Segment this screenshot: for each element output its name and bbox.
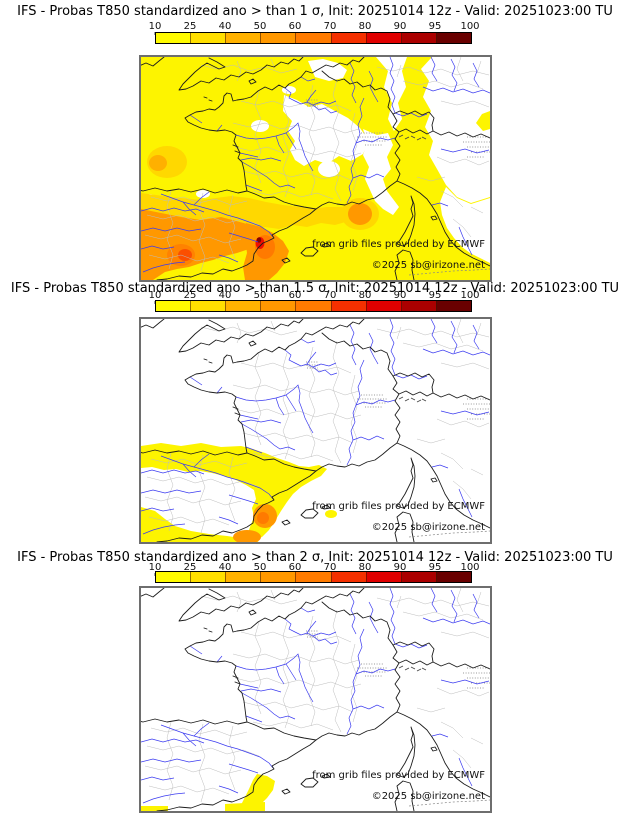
colorbar-segment: [295, 572, 331, 582]
colorbar-segment: [400, 33, 436, 43]
colorbar-tick-label: 10: [148, 21, 162, 35]
colorbar-segment: [225, 572, 261, 582]
colorbar-tick-label: 25: [183, 21, 197, 35]
credit-copyright: ©2025 sb@irizone.net: [371, 260, 485, 271]
colorbar-segment: [190, 572, 226, 582]
colorbar-segment: [435, 33, 471, 43]
map-svg: [141, 588, 490, 811]
map-svg: [141, 319, 490, 542]
colorbar-segment: [156, 301, 191, 311]
colorbar-ticks: 10 25 40 50 60 70 80 90 95 100: [149, 562, 480, 576]
colorbar-tick-label: 50: [253, 21, 267, 35]
colorbar-segment: [295, 301, 331, 311]
colorbar-segment: [260, 33, 296, 43]
forecast-map-sigma-1-5: from grib files provided by ECMWF ©2025 …: [139, 317, 492, 544]
colorbar-segment: [190, 301, 226, 311]
map-svg: [141, 57, 490, 280]
colorbar-segment: [260, 572, 296, 582]
colorbar-ticks: 10 25 40 50 60 70 80 90 95 100: [149, 290, 480, 304]
colorbar-segment: [435, 572, 471, 582]
colorbar-tick-label: 80: [358, 21, 372, 35]
panel-sigma-1: IFS - Probas T850 standardized ano > tha…: [0, 0, 630, 282]
colorbar-segment: [156, 572, 191, 582]
colorbar-tick-label: 95: [428, 21, 442, 35]
colorbar-tick-label: 70: [323, 21, 337, 35]
credit-copyright: ©2025 sb@irizone.net: [371, 522, 485, 533]
colorbar-segment: [365, 33, 401, 43]
colorbar-segment: [156, 33, 191, 43]
colorbar-segment: [365, 572, 401, 582]
colorbar-tick-label: 90: [393, 21, 407, 35]
colorbar-segment: [435, 301, 471, 311]
colorbar-segment: [330, 572, 366, 582]
colorbar-segment: [260, 301, 296, 311]
probability-shading: [141, 57, 490, 280]
colorbar-segment: [400, 572, 436, 582]
colorbar-tick-label: 40: [218, 21, 232, 35]
forecast-map-sigma-2: from grib files provided by ECMWF ©2025 …: [139, 586, 492, 813]
colorbar-segments: [155, 571, 472, 583]
panel-sigma-2: IFS - Probas T850 standardized ano > tha…: [0, 546, 630, 828]
colorbar-ticks: 10 25 40 50 60 70 80 90 95 100: [149, 21, 480, 35]
colorbar-tick-label: 100: [460, 21, 480, 35]
colorbar-segment: [365, 301, 401, 311]
colorbar-segment: [295, 33, 331, 43]
credit-ecmwf: from grib files provided by ECMWF: [312, 501, 485, 512]
colorbar-segments: [155, 300, 472, 312]
colorbar-tick-label: 60: [288, 21, 302, 35]
probability-shading: [141, 774, 275, 811]
colorbar-segment: [330, 301, 366, 311]
credit-copyright: ©2025 sb@irizone.net: [371, 791, 485, 802]
panel-title: IFS - Probas T850 standardized ano > tha…: [17, 4, 613, 19]
panel-title: IFS - Probas T850 standardized ano > tha…: [17, 550, 613, 565]
panel-title: IFS - Probas T850 standardized ano > tha…: [10, 281, 620, 296]
credit-ecmwf: from grib files provided by ECMWF: [312, 770, 485, 781]
colorbar-segment: [225, 33, 261, 43]
colorbar-segments: [155, 32, 472, 44]
colorbar-segment: [400, 301, 436, 311]
credit-ecmwf: from grib files provided by ECMWF: [312, 239, 485, 250]
colorbar-segment: [190, 33, 226, 43]
colorbar-segment: [330, 33, 366, 43]
panel-sigma-1-5: IFS - Probas T850 standardized ano > tha…: [0, 277, 630, 546]
colorbar-segment: [225, 301, 261, 311]
probability-shading: [141, 443, 337, 542]
forecast-map-sigma-1: from grib files provided by ECMWF ©2025 …: [139, 55, 492, 282]
